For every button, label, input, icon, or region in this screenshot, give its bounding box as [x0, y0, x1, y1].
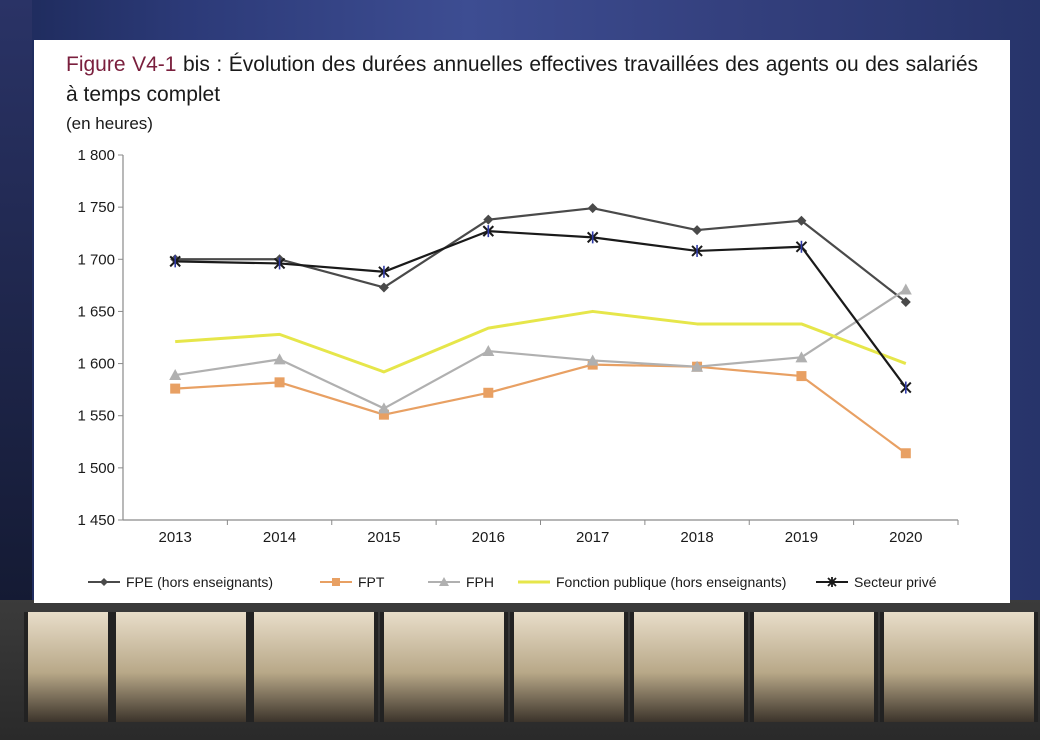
series-line-fpe — [175, 207, 907, 303]
data-point-fpt — [274, 377, 285, 388]
figure-number: Figure V4-1 — [66, 53, 177, 76]
x-tick-label: 2017 — [576, 529, 609, 546]
background-window — [24, 612, 112, 722]
legend-label: FPE (hors enseignants) — [126, 574, 274, 590]
data-point-fph — [169, 369, 182, 381]
chart-legend: FPE (hors enseignants) FPT FPH Fonction pub… — [86, 571, 986, 593]
data-point-fpt — [170, 383, 181, 394]
data-point-fpe — [796, 215, 807, 226]
data-point-fpt — [483, 387, 494, 398]
y-tick-label: 1 500 — [77, 460, 115, 477]
data-point-fph — [482, 345, 495, 357]
background-window — [250, 612, 378, 722]
y-tick-label: 1 750 — [77, 199, 115, 216]
data-point-fph — [899, 283, 912, 295]
data-point-fpt — [796, 371, 807, 382]
legend-label: FPT — [358, 574, 385, 590]
legend-item-fph: FPH — [426, 571, 494, 593]
data-point-fpe — [900, 297, 911, 308]
background-window — [112, 612, 250, 722]
series-line-fpt — [175, 363, 907, 455]
data-point-fpe — [587, 203, 598, 214]
data-point-fpt — [378, 409, 389, 420]
x-tick-label: 2014 — [263, 529, 296, 546]
legend-swatch-fpt — [320, 578, 352, 586]
series-line-fph — [175, 288, 907, 410]
y-tick-label: 1 800 — [77, 147, 115, 164]
data-point-prive — [900, 381, 912, 394]
data-point-prive — [273, 257, 286, 270]
background-window — [380, 612, 508, 722]
background-window — [880, 612, 1038, 722]
data-point-prive — [169, 255, 181, 268]
legend-label: Secteur privé — [854, 574, 937, 590]
legend-label: FPH — [466, 574, 494, 590]
background-window — [750, 612, 878, 722]
x-tick-label: 2015 — [367, 529, 400, 546]
legend-swatch-prive — [816, 577, 848, 587]
data-point-prive — [691, 244, 703, 257]
data-point-fph — [691, 360, 704, 372]
legend-item-fpt: FPT — [318, 571, 384, 593]
legend-item-fp: Fonction publique (hors enseignants) — [516, 571, 786, 593]
unit-label: (en heures) — [66, 114, 153, 133]
data-point-fph — [586, 354, 599, 366]
legend-swatch-fph — [428, 577, 460, 586]
background-left-strip — [0, 0, 32, 610]
data-point-fph — [377, 402, 390, 414]
legend-item-fpe: FPE (hors enseignants) — [86, 571, 273, 593]
x-tick-label: 2013 — [159, 529, 192, 546]
data-point-fph — [795, 351, 808, 363]
series-line-fp — [175, 309, 907, 374]
data-point-fph — [273, 353, 286, 365]
legend-swatch-fp — [518, 580, 550, 584]
data-point-fpe — [483, 214, 494, 225]
y-tick-label: 1 700 — [77, 251, 115, 268]
title-text: bis : Évolution des durées annuelles eff… — [66, 53, 978, 106]
series-line-prive — [175, 230, 907, 389]
data-point-fpt — [900, 448, 911, 459]
data-point-fpe — [692, 225, 703, 236]
y-tick-label: 1 600 — [77, 356, 115, 373]
data-point-fpe — [378, 282, 389, 293]
y-tick-label: 1 450 — [77, 512, 115, 529]
background-window — [510, 612, 628, 722]
data-point-prive — [795, 240, 808, 253]
x-tick-label: 2018 — [680, 529, 713, 546]
data-point-prive — [378, 265, 390, 278]
x-tick-label: 2016 — [472, 529, 505, 546]
y-tick-label: 1 550 — [77, 408, 115, 425]
x-tick-label: 2019 — [785, 529, 818, 546]
background-window — [630, 612, 748, 722]
y-tick-label: 1 650 — [77, 303, 115, 320]
x-tick-label: 2020 — [889, 529, 922, 546]
data-point-prive — [482, 225, 495, 238]
data-point-prive — [586, 231, 599, 244]
legend-item-prive: Secteur privé — [814, 571, 936, 593]
chart-title: Figure V4-1 bis : Évolution des durées a… — [66, 50, 978, 110]
legend-swatch-fpe — [88, 578, 120, 586]
legend-label: Fonction publique (hors enseignants) — [556, 574, 787, 590]
